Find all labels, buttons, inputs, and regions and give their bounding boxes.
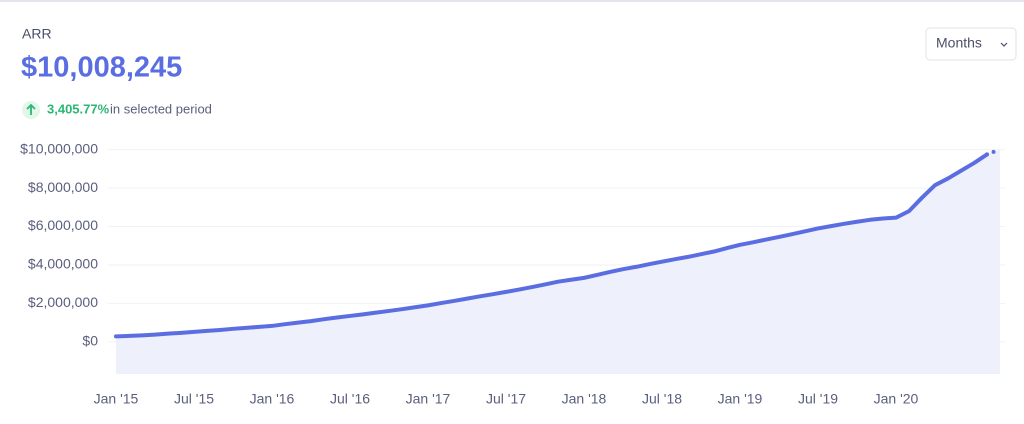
x-tick-label: Jul '17	[486, 391, 526, 407]
change-value: 3,405.77%	[47, 101, 110, 116]
x-tick-label: Jan '18	[562, 391, 607, 407]
dropdown-label[interactable]: Months	[936, 35, 982, 51]
y-tick-label: $10,000,000	[20, 140, 98, 156]
x-tick-label: Jul '19	[798, 391, 838, 407]
x-tick-label: Jan '19	[718, 391, 763, 407]
x-tick-label: Jan '17	[406, 391, 451, 407]
x-tick-label: Jul '18	[642, 391, 682, 407]
x-tick-label: Jan '20	[874, 391, 919, 407]
dropdown-caret	[1000, 42, 1008, 47]
metric-name: ARR	[22, 26, 52, 42]
x-tick-label: Jul '15	[174, 391, 214, 407]
y-tick-label: $2,000,000	[28, 294, 98, 310]
y-tick-label: $4,000,000	[28, 256, 98, 272]
line-projection	[985, 147, 1002, 157]
y-tick-label: $0	[82, 333, 98, 349]
change-text: in selected period	[110, 101, 212, 116]
x-tick-label: Jan '15	[94, 391, 139, 407]
y-tick-label: $8,000,000	[28, 179, 98, 195]
trend-arrow	[26, 103, 36, 115]
period-dropdown[interactable]: Months	[925, 27, 1017, 61]
dropdown-box[interactable]	[925, 27, 1017, 61]
y-tick-label: $6,000,000	[28, 217, 98, 233]
x-tick-label: Jul '16	[330, 391, 370, 407]
x-tick-label: Jan '16	[250, 391, 295, 407]
area-fill	[116, 149, 1000, 374]
metric-value: $10,008,245	[21, 52, 182, 84]
line	[114, 152, 989, 339]
